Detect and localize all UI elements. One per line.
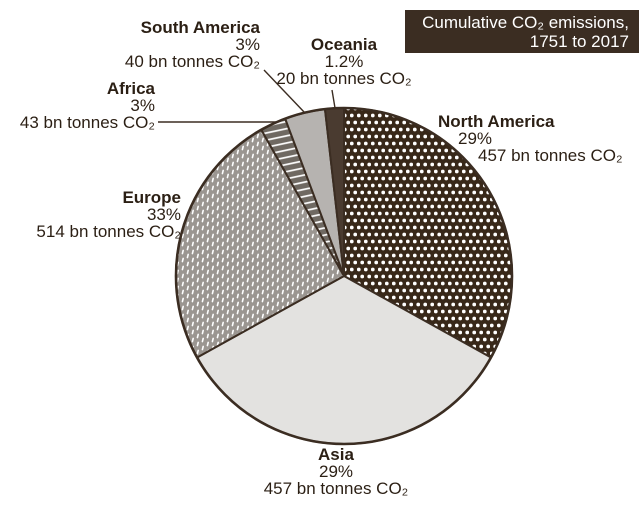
label-oceania-value: 20 bn tonnes CO₂ bbox=[276, 69, 412, 88]
label-africa-pct: 3% bbox=[130, 96, 155, 115]
label-south-america-name: South America bbox=[140, 18, 260, 37]
leader-line-south-america bbox=[263, 69, 306, 114]
label-south-america: South America 3% 40 bn tonnes CO₂ bbox=[50, 19, 260, 70]
title-line-1: Cumulative CO₂ emissions, bbox=[422, 13, 629, 32]
label-south-america-pct: 3% bbox=[235, 35, 260, 54]
label-asia: Asia 29% 457 bn tonnes CO₂ bbox=[236, 446, 436, 497]
label-europe-pct: 33% bbox=[146, 205, 181, 224]
label-europe-name: Europe bbox=[122, 188, 181, 207]
label-africa: Africa 3% 43 bn tonnes CO₂ bbox=[0, 80, 155, 131]
label-europe-value: 514 bn tonnes CO₂ bbox=[36, 222, 181, 241]
label-north-america-pct: 29% bbox=[458, 129, 493, 148]
label-north-america-name: North America bbox=[438, 112, 555, 131]
label-oceania: Oceania 1.2% 20 bn tonnes CO₂ bbox=[269, 36, 419, 87]
label-oceania-name: Oceania bbox=[310, 35, 378, 54]
label-asia-pct: 29% bbox=[318, 462, 354, 481]
title-box: Cumulative CO₂ emissions, 1751 to 2017 bbox=[405, 10, 639, 53]
label-north-america-value: 457 bn tonnes CO₂ bbox=[478, 146, 623, 165]
label-europe: Europe 33% 514 bn tonnes CO₂ bbox=[0, 189, 181, 240]
title-line-2: 1751 to 2017 bbox=[529, 32, 629, 51]
label-south-america-value: 40 bn tonnes CO₂ bbox=[124, 52, 260, 71]
label-africa-name: Africa bbox=[106, 79, 155, 98]
label-north-america: North America 29% 457 bn tonnes CO₂ bbox=[438, 113, 623, 164]
pie-rim bbox=[174, 106, 514, 446]
leader-line-oceania bbox=[331, 89, 336, 109]
label-oceania-pct: 1.2% bbox=[324, 52, 364, 71]
label-asia-name: Asia bbox=[318, 445, 354, 464]
label-africa-value: 43 bn tonnes CO₂ bbox=[19, 113, 155, 132]
label-asia-value: 457 bn tonnes CO₂ bbox=[263, 479, 409, 498]
